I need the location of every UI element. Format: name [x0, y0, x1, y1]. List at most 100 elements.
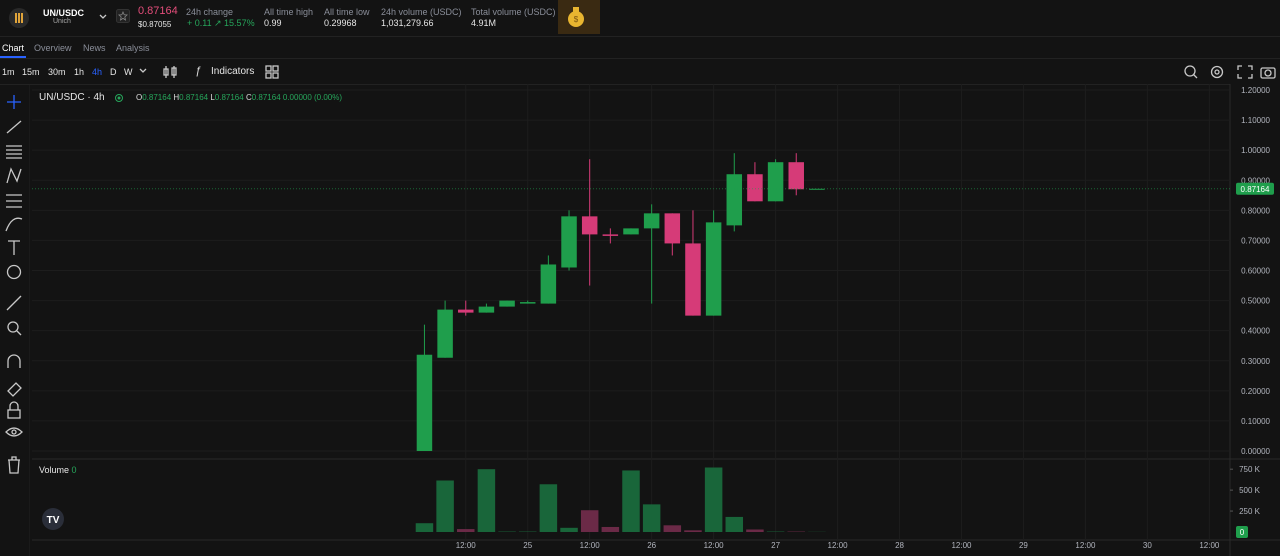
- timeframe[interactable]: W: [124, 67, 133, 77]
- svg-text:$: $: [574, 15, 579, 24]
- volume-tick-label: 750 K: [1239, 465, 1261, 474]
- brush-tool[interactable]: [5, 217, 23, 232]
- label: L: [210, 93, 215, 102]
- y-tick-label: 0.70000: [1241, 236, 1270, 245]
- emoji-tool[interactable]: [6, 264, 22, 280]
- pair: UN/USDC: [43, 8, 85, 18]
- value: 0: [71, 465, 77, 475]
- ruler-tool[interactable]: [6, 295, 22, 311]
- stat-value: 1,031,279.66: [381, 18, 434, 28]
- volume-last-label: 0: [1240, 528, 1245, 537]
- fib-tool[interactable]: [6, 145, 22, 159]
- tab[interactable]: Chart: [2, 43, 25, 53]
- y-tick-label: 0.60000: [1241, 267, 1270, 276]
- y-tick-label: 1.00000: [1241, 146, 1270, 155]
- delete-tool[interactable]: [8, 456, 20, 474]
- value: 0.87164: [179, 93, 209, 102]
- ohlc-legend: O0.87164 H0.87164 L0.87164 C0.87164 0.00…: [136, 93, 342, 102]
- y-tick-label: 0.00000: [1241, 447, 1270, 456]
- indicators-button[interactable]: Indicators: [211, 66, 255, 77]
- zoom-tool[interactable]: [7, 321, 22, 336]
- price-axis: [1230, 84, 1280, 556]
- timeframe[interactable]: 15m: [22, 67, 40, 77]
- stat-label: Total volume (USDC): [471, 7, 556, 17]
- tab[interactable]: Overview: [34, 43, 72, 53]
- timeframe[interactable]: D: [110, 67, 117, 77]
- x-tick-label: 12:00: [828, 541, 849, 550]
- last-price-label: 0.87164: [1241, 185, 1270, 194]
- settings-button[interactable]: [1210, 65, 1224, 79]
- fx-icon: ƒ: [195, 65, 202, 77]
- candle-body: [458, 309, 474, 313]
- stat-label: 24h volume (USDC): [381, 7, 462, 17]
- x-tick-label: 12:00: [456, 541, 477, 550]
- text-tool[interactable]: [8, 240, 20, 255]
- visibility-tool[interactable]: [5, 427, 23, 437]
- candle-body: [726, 174, 743, 226]
- candle-body: [519, 302, 536, 304]
- screenshot-button[interactable]: [1260, 67, 1276, 79]
- volume-tick-label: 250 K: [1239, 507, 1261, 516]
- timeframe[interactable]: 4h: [92, 67, 103, 77]
- tv-logo[interactable]: TV: [40, 508, 66, 530]
- rewards-button[interactable]: $: [558, 0, 600, 34]
- chart: 0.00000 0.10000 0.20000 0.30000 0.40000 0.500…: [32, 84, 1280, 556]
- timeframe[interactable]: 1m: [2, 67, 15, 77]
- toolbar-right: [1184, 65, 1276, 79]
- volume-bar: [601, 526, 620, 532]
- candle-body: [685, 243, 701, 316]
- chart-type[interactable]: [162, 64, 178, 80]
- volume-bar: [663, 525, 682, 532]
- value: 0.87164: [214, 93, 244, 102]
- y-tick-label: 1.10000: [1241, 116, 1270, 125]
- usd-price: $0.87055: [138, 20, 172, 29]
- x-tick-label: 12:00: [1075, 541, 1096, 550]
- volume-bar: [580, 510, 599, 532]
- candle-body: [623, 228, 639, 235]
- arrow-icon: ↗: [214, 18, 225, 28]
- value: 0.87164: [142, 93, 172, 102]
- stat-label: 24h change: [186, 7, 234, 17]
- lock-tool[interactable]: [7, 401, 21, 419]
- timeframe[interactable]: 30m: [48, 67, 66, 77]
- zoom-button[interactable]: [1184, 65, 1198, 79]
- divider: [0, 84, 1280, 85]
- tab[interactable]: News: [83, 43, 106, 53]
- volume-bar: [539, 484, 558, 532]
- change: 0.00000 (0.00%): [282, 93, 343, 102]
- y-tick-label: 0.40000: [1241, 327, 1270, 336]
- drawing-toolbar: [5, 85, 30, 556]
- candle-body: [747, 174, 763, 202]
- stat-value: + 0.11: [187, 18, 212, 28]
- coin-name: Unich: [53, 18, 71, 25]
- candle-body: [437, 309, 453, 358]
- timeframe[interactable]: 1h: [74, 67, 85, 77]
- stat-label: All time low: [324, 7, 370, 17]
- layouts[interactable]: [265, 65, 279, 79]
- x-tick-label: 26: [647, 541, 656, 550]
- crosshair-tool[interactable]: [7, 95, 21, 109]
- trendline-tool[interactable]: [6, 120, 22, 134]
- dropdown[interactable]: [97, 11, 109, 23]
- magnet-tool[interactable]: [7, 354, 21, 368]
- candle-body: [788, 162, 804, 190]
- tab[interactable]: Analysis: [116, 43, 150, 53]
- more-timeframes[interactable]: [138, 66, 148, 76]
- volume-bar: [622, 470, 640, 532]
- y-tick-label: 0.50000: [1241, 297, 1270, 306]
- x-tick-label: 12:00: [704, 541, 725, 550]
- y-tick-label: 0.30000: [1241, 357, 1270, 366]
- y-tick-label: 0.80000: [1241, 206, 1270, 215]
- lock-drawing-tool[interactable]: [7, 382, 22, 397]
- favorite[interactable]: [116, 9, 130, 23]
- candle-body: [809, 188, 825, 190]
- pattern-tool[interactable]: [6, 167, 22, 184]
- volume-bar: [436, 480, 454, 532]
- candle-body: [499, 300, 515, 307]
- candle-body: [561, 216, 577, 268]
- projection-tool[interactable]: [6, 194, 22, 208]
- volume-bar: [457, 529, 475, 532]
- svg-text:TV: TV: [47, 515, 60, 526]
- fullscreen-button[interactable]: [1237, 65, 1253, 79]
- label: H: [173, 93, 180, 102]
